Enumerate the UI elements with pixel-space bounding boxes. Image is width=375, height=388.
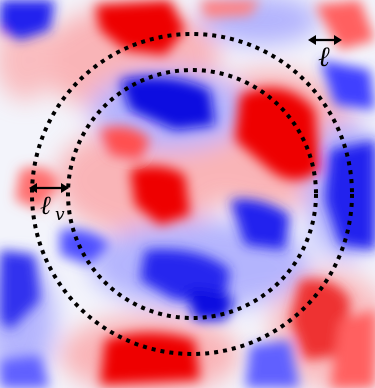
ell-v-subscript: v <box>55 205 65 225</box>
outer-dotted-circle <box>30 32 354 356</box>
double-arrow-icon <box>29 183 69 193</box>
ell-label: ℓ <box>318 40 330 73</box>
double-arrow-icon <box>308 35 342 45</box>
inner-dotted-circle <box>66 68 318 320</box>
ell-v-label: ℓ <box>40 191 51 221</box>
